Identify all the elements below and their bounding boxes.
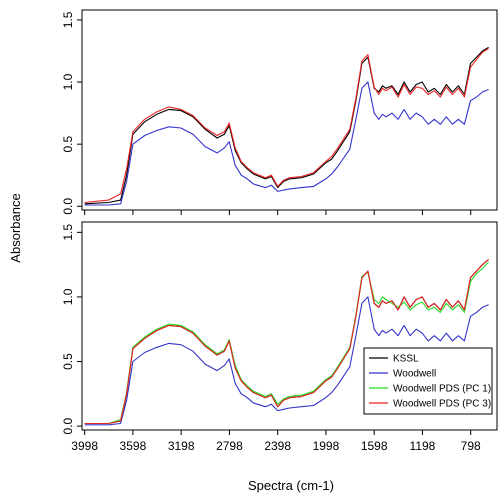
x-tick-label: 3998 [71,439,98,453]
series-line-woodwell-pds-pc-3 [84,48,489,204]
y-tick-label: 0.0 [61,417,75,434]
x-tick-label: 1998 [313,439,340,453]
legend: KSSL Woodwell Woodwell PDS (PC 1) Woodwell … [363,347,493,415]
x-tick-label: 1198 [410,439,436,453]
legend-entry: Woodwell PDS (PC 1) [393,384,491,395]
legend-entry: KSSL [393,354,419,365]
series-line-woodwell [84,81,489,206]
x-tick-label: 2798 [216,439,243,453]
legend-entry: Woodwell [393,369,436,380]
panel-2: 0.0 0.5 1.0 1.5 3998 3598 3198 2798 2398 1998 1598… [61,221,498,453]
panel-1: 0.0 0.5 1.0 1.5 [61,9,498,215]
series-line-woodwell [84,296,489,426]
y-tick-label: 1.5 [61,224,75,241]
x-tick-label: 2398 [264,439,291,453]
series-line-woodwell-pds-pc-1 [84,261,490,425]
plot-frame [81,221,498,431]
x-tick-label: 1598 [361,439,388,453]
series-line-woodwell-pds-pc-3 [84,259,489,425]
y-tick-label: 0.5 [61,353,75,370]
y-tick-label: 0.5 [61,135,75,152]
y-tick-label: 1.0 [61,73,75,90]
x-axis-title: Spectra (cm-1) [248,478,334,493]
x-tick-label: 3598 [120,439,147,453]
x-tick-label: 798 [461,439,481,453]
y-tick-label: 1.5 [61,11,75,28]
series-line-kssl [84,46,489,205]
y-tick-label: 0.0 [61,198,75,215]
plot-frame [81,9,498,211]
x-tick-label: 3198 [168,439,195,453]
y-tick-label: 1.0 [61,288,75,305]
legend-entry: Woodwell PDS (PC 3) [393,399,491,410]
y-axis-title: Absorbance [8,193,23,262]
